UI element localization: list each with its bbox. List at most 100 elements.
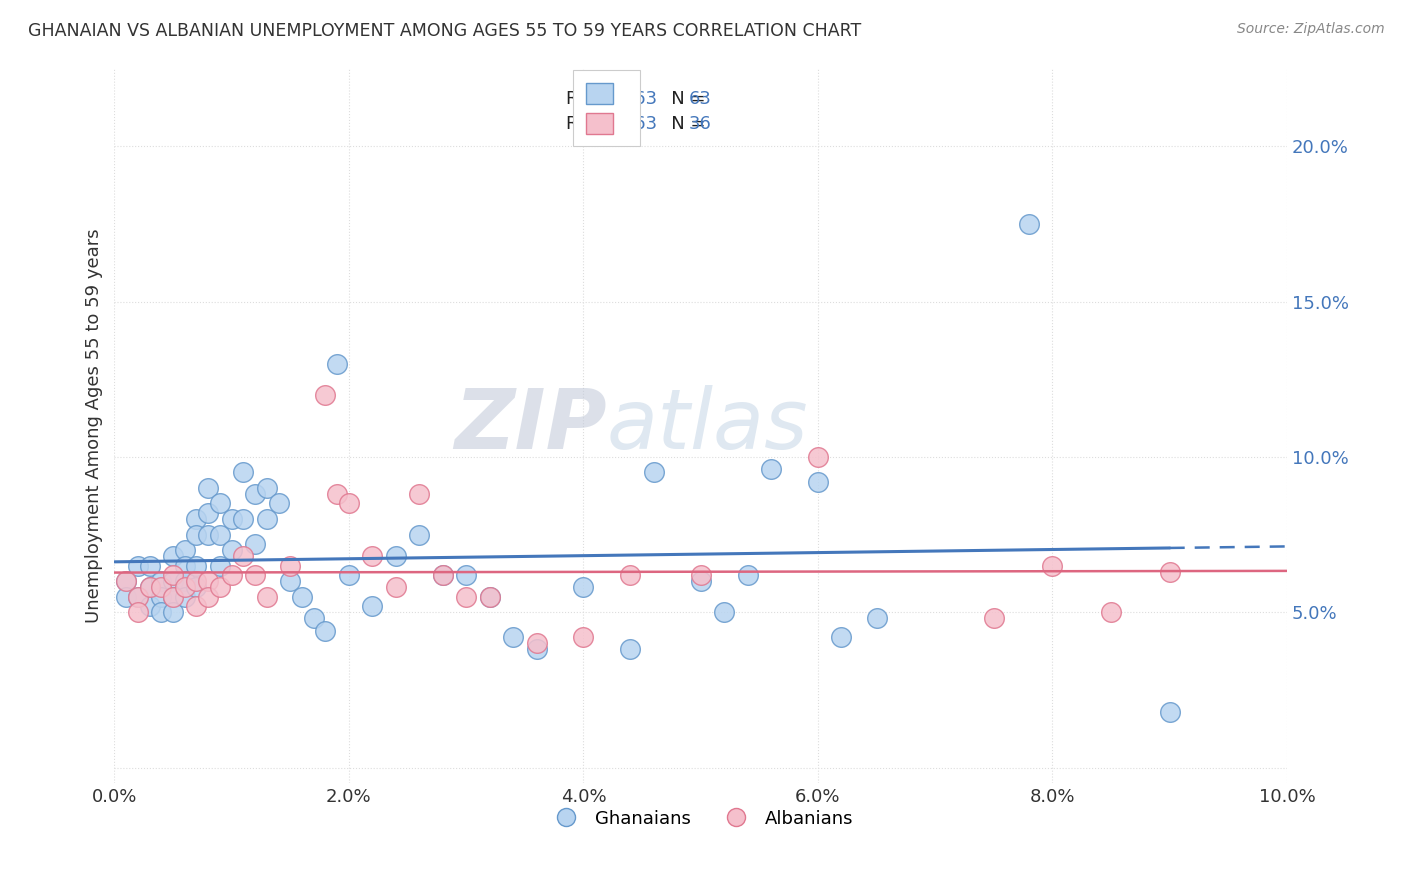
Point: [1018, 217, 1040, 231]
Point: [150, 580, 173, 594]
Point: [162, 568, 184, 582]
Point: [326, 357, 349, 371]
Point: [807, 475, 830, 489]
Point: [162, 605, 184, 619]
Point: [127, 590, 149, 604]
Point: [127, 590, 149, 604]
Point: [619, 642, 641, 657]
Point: [127, 605, 149, 619]
Point: [361, 599, 384, 613]
Point: [432, 568, 454, 582]
Point: [1042, 558, 1064, 573]
Point: [173, 574, 195, 588]
Point: [127, 558, 149, 573]
Point: [243, 487, 266, 501]
Point: [173, 558, 195, 573]
Point: [385, 549, 408, 564]
Point: [150, 574, 173, 588]
Point: [115, 590, 138, 604]
Point: [221, 543, 243, 558]
Point: [138, 580, 160, 594]
Point: [314, 624, 336, 638]
Point: [186, 512, 208, 526]
Y-axis label: Unemployment Among Ages 55 to 59 years: Unemployment Among Ages 55 to 59 years: [86, 228, 103, 624]
Point: [478, 590, 501, 604]
Point: [478, 590, 501, 604]
Text: N =: N =: [654, 115, 711, 133]
Point: [526, 642, 548, 657]
Point: [256, 481, 278, 495]
Point: [186, 599, 208, 613]
Point: [278, 558, 301, 573]
Point: [502, 630, 524, 644]
Point: [208, 527, 231, 541]
Point: [162, 590, 184, 604]
Point: [197, 481, 219, 495]
Point: [186, 527, 208, 541]
Point: [208, 558, 231, 573]
Point: [326, 487, 349, 501]
Point: [221, 512, 243, 526]
Point: [865, 611, 887, 625]
Point: [256, 512, 278, 526]
Point: [186, 580, 208, 594]
Point: [173, 590, 195, 604]
Point: [456, 568, 478, 582]
Point: [243, 568, 266, 582]
Point: [689, 568, 711, 582]
Point: [232, 549, 254, 564]
Point: [115, 574, 138, 588]
Point: [197, 506, 219, 520]
Point: [1099, 605, 1122, 619]
Point: [830, 630, 852, 644]
Point: [737, 568, 759, 582]
Point: [197, 590, 219, 604]
Point: [186, 558, 208, 573]
Point: [208, 580, 231, 594]
Point: [208, 496, 231, 510]
Point: [162, 549, 184, 564]
Text: R =: R =: [565, 89, 605, 108]
Text: Source: ZipAtlas.com: Source: ZipAtlas.com: [1237, 22, 1385, 37]
Text: ZIP: ZIP: [454, 385, 607, 467]
Point: [162, 590, 184, 604]
Point: [337, 568, 360, 582]
Point: [643, 466, 665, 480]
Text: GHANAIAN VS ALBANIAN UNEMPLOYMENT AMONG AGES 55 TO 59 YEARS CORRELATION CHART: GHANAIAN VS ALBANIAN UNEMPLOYMENT AMONG …: [28, 22, 862, 40]
Point: [197, 574, 219, 588]
Point: [115, 574, 138, 588]
Point: [983, 611, 1005, 625]
Point: [337, 496, 360, 510]
Point: [138, 580, 160, 594]
Point: [291, 590, 314, 604]
Point: [138, 558, 160, 573]
Point: [173, 580, 195, 594]
Point: [689, 574, 711, 588]
Point: [138, 599, 160, 613]
Point: [408, 487, 430, 501]
Text: N =: N =: [654, 89, 711, 108]
Point: [1159, 705, 1181, 719]
Point: [162, 574, 184, 588]
Point: [713, 605, 735, 619]
Text: R =: R =: [565, 115, 605, 133]
Point: [526, 636, 548, 650]
Text: 0.063: 0.063: [607, 115, 658, 133]
Point: [572, 580, 595, 594]
Point: [256, 590, 278, 604]
Point: [278, 574, 301, 588]
Point: [221, 568, 243, 582]
Point: [173, 543, 195, 558]
Text: 0.063: 0.063: [607, 89, 658, 108]
Point: [232, 466, 254, 480]
Text: atlas: atlas: [607, 385, 808, 467]
Point: [243, 537, 266, 551]
Point: [267, 496, 290, 510]
Point: [619, 568, 641, 582]
Point: [456, 590, 478, 604]
Point: [385, 580, 408, 594]
Point: [186, 574, 208, 588]
Point: [572, 630, 595, 644]
Point: [432, 568, 454, 582]
Point: [302, 611, 325, 625]
